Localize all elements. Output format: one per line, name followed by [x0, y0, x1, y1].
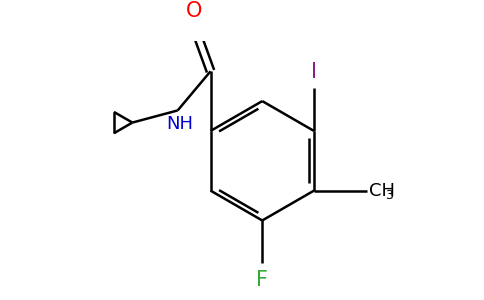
Text: F: F	[256, 269, 268, 290]
Text: 3: 3	[385, 189, 393, 202]
Text: I: I	[311, 62, 317, 82]
Text: NH: NH	[166, 115, 193, 133]
Text: O: O	[186, 1, 203, 21]
Text: CH: CH	[369, 182, 395, 200]
